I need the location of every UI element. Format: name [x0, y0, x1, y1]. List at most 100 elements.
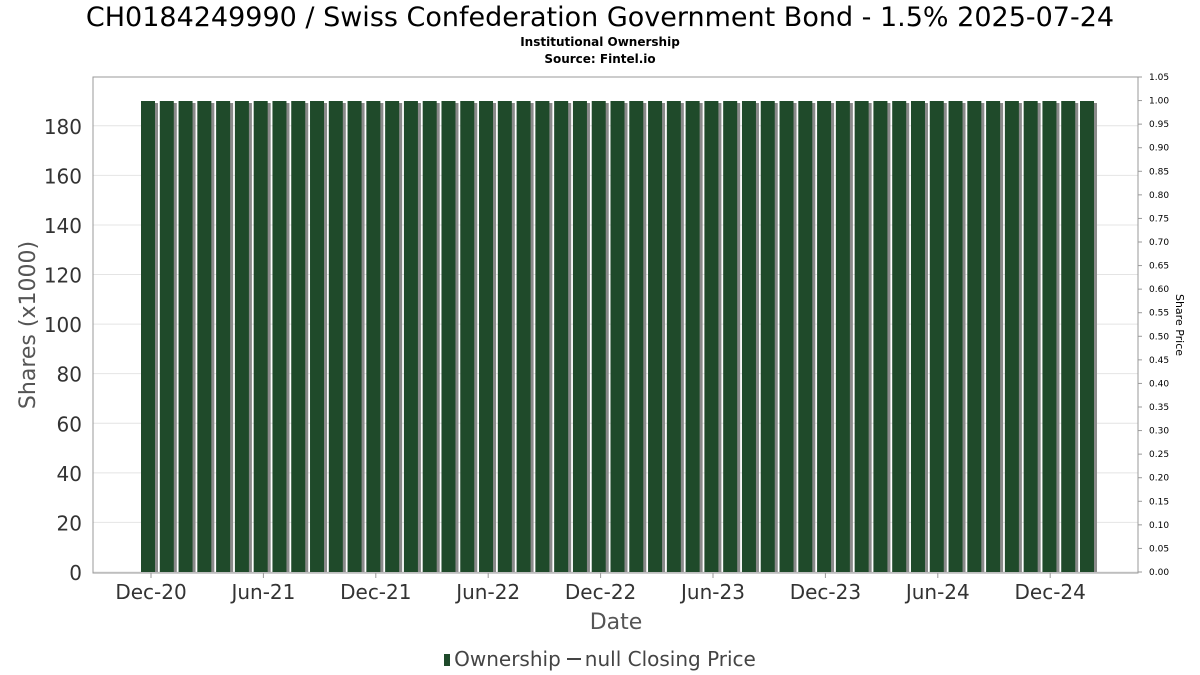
- y2-tick-label: 0.45: [1149, 356, 1169, 366]
- bar-series: [141, 101, 1097, 572]
- ownership-bar: [986, 101, 1001, 572]
- y2-tick-label: 0.60: [1149, 285, 1169, 295]
- y-tick-label: 80: [57, 363, 82, 387]
- y2-tick-label: 0.35: [1149, 403, 1169, 413]
- ownership-bar: [910, 101, 925, 572]
- plot-frame: [92, 76, 1139, 574]
- ownership-bar: [610, 101, 625, 572]
- y2-tick-label: 0.00: [1149, 568, 1169, 578]
- ownership-bar: [328, 101, 343, 572]
- y2-tick-label: 0.05: [1149, 544, 1169, 554]
- ownership-bar: [892, 101, 907, 572]
- x-axis-label: Date: [590, 610, 643, 635]
- y2-tick-label: 0.10: [1149, 521, 1169, 531]
- ownership-bar: [591, 101, 606, 572]
- y-tick-label: 160: [44, 164, 82, 188]
- y2-tick-label: 0.65: [1149, 262, 1169, 272]
- x-axis: Dec-20 Jun-21 Dec-21 Jun-22 Dec-22 Jun-23 Dec-…: [115, 573, 1086, 604]
- ownership-bar: [1004, 101, 1019, 572]
- ownership-bar: [760, 101, 775, 572]
- x-tick-label: Dec-24: [1015, 580, 1086, 604]
- ownership-bar: [216, 101, 231, 572]
- chart-subtitle: Institutional Ownership: [520, 35, 680, 49]
- chart-title: CH0184249990 / Swiss Confederation Gover…: [85, 2, 1115, 33]
- y2-tick-label: 0.15: [1149, 497, 1169, 507]
- ownership-bar: [779, 101, 794, 572]
- ownership-bar: [310, 101, 325, 572]
- ownership-bar: [366, 101, 381, 572]
- ownership-bar: [403, 101, 418, 572]
- ownership-bar: [535, 101, 550, 572]
- legend-ownership-label: Ownership: [454, 647, 561, 671]
- y-axis-left: 0 20 40 60 80 100 120 140 160 180: [44, 115, 82, 585]
- ownership-bar: [441, 101, 456, 572]
- legend: Ownership null Closing Price: [0, 647, 1200, 671]
- ownership-bar: [817, 101, 832, 572]
- ownership-bar: [948, 101, 963, 572]
- ownership-bar: [835, 101, 850, 572]
- y-tick-label: 140: [44, 214, 82, 238]
- x-tick-label: Dec-20: [115, 580, 186, 604]
- ownership-bar: [854, 101, 869, 572]
- ownership-bar: [197, 101, 212, 572]
- y2-tick-label: 0.95: [1149, 120, 1169, 130]
- chart-source: Source: Fintel.io: [544, 52, 656, 66]
- ownership-bar: [460, 101, 475, 572]
- ownership-bar: [929, 101, 944, 572]
- y-tick-label: 20: [57, 511, 82, 535]
- y2-tick-label: 0.55: [1149, 309, 1169, 319]
- y2-axis-label: Share Price: [1173, 294, 1186, 356]
- y-axis-right: 0.00 0.05 0.10 0.15 0.20 0.25 0.30 0.35 0.40 0.45…: [1138, 73, 1169, 578]
- y2-tick-label: 0.85: [1149, 167, 1169, 177]
- y2-tick-label: 0.50: [1149, 332, 1169, 342]
- ownership-bar: [685, 101, 700, 572]
- ownership-bar: [159, 101, 174, 572]
- ownership-bar: [741, 101, 756, 572]
- ownership-bar: [497, 101, 512, 572]
- x-tick-label: Jun-24: [904, 580, 970, 604]
- ownership-bar: [554, 101, 569, 572]
- y2-tick-label: 1.05: [1149, 73, 1169, 83]
- x-tick-label: Jun-22: [454, 580, 520, 604]
- ownership-bar: [1042, 101, 1057, 572]
- ownership-bar: [1061, 101, 1076, 572]
- ownership-bar: [572, 101, 587, 572]
- price-legend-line: [566, 658, 581, 660]
- y2-tick-label: 0.80: [1149, 191, 1169, 201]
- y-tick-label: 60: [57, 412, 82, 436]
- ownership-bar: [648, 101, 663, 572]
- y2-tick-label: 0.75: [1149, 214, 1169, 224]
- y2-tick-label: 0.70: [1149, 238, 1169, 248]
- ownership-bar: [347, 101, 362, 572]
- x-tick-label: Dec-22: [565, 580, 636, 604]
- ownership-bar: [723, 101, 738, 572]
- ownership-legend-swatch: [444, 654, 451, 666]
- ownership-bar: [272, 101, 287, 572]
- ownership-bar: [629, 101, 644, 572]
- legend-price-label: null Closing Price: [584, 647, 756, 671]
- y-tick-label: 100: [44, 313, 82, 337]
- ownership-bar: [967, 101, 982, 572]
- y2-tick-label: 0.90: [1149, 144, 1169, 154]
- ownership-bar: [234, 101, 249, 572]
- x-tick-label: Dec-21: [340, 580, 411, 604]
- y-tick-label: 180: [44, 115, 82, 139]
- y-tick-label: 0: [69, 561, 82, 585]
- ownership-bar: [873, 101, 888, 572]
- ownership-bar: [1023, 101, 1038, 572]
- ownership-bar: [141, 101, 155, 572]
- y2-tick-label: 0.30: [1149, 427, 1169, 437]
- y-tick-label: 120: [44, 264, 82, 288]
- y-tick-label: 40: [57, 462, 82, 486]
- ownership-bar: [385, 101, 400, 572]
- y2-tick-label: 0.25: [1149, 450, 1169, 460]
- y2-tick-label: 0.20: [1149, 474, 1169, 484]
- ownership-bar: [798, 101, 813, 572]
- x-tick-label: Jun-21: [229, 580, 295, 604]
- ownership-bar: [1080, 101, 1094, 572]
- ownership-bar: [291, 101, 306, 572]
- ownership-bar: [422, 101, 437, 572]
- ownership-bar: [516, 101, 531, 572]
- ownership-bar: [704, 101, 719, 572]
